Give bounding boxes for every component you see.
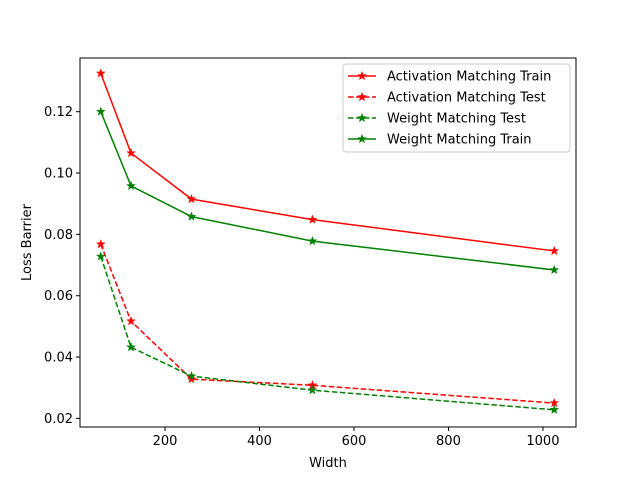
data-point-weight-matching-test xyxy=(186,370,197,381)
x-tick-label: 200 xyxy=(153,434,178,449)
legend-marker-weight-matching-test xyxy=(356,112,368,123)
y-tick-label: 0.10 xyxy=(44,167,73,182)
data-point-activation-matching-test xyxy=(126,315,137,326)
legend-label-weight-matching-test: Weight Matching Test xyxy=(387,112,526,127)
series-layer xyxy=(95,68,560,415)
data-point-activation-matching-test xyxy=(95,238,106,249)
y-tick-label: 0.02 xyxy=(44,412,73,427)
series-line-weight-matching-test xyxy=(100,256,555,411)
axis-ticks: 200 400 600 800 1000 0.02 0.04 0.06 0.08 0.10 0.12 xyxy=(44,105,559,449)
x-tick-label: 400 xyxy=(247,434,272,449)
legend-label-activation-matching-train: Activation Matching Train xyxy=(387,70,551,85)
data-point-activation-matching-train xyxy=(549,245,560,256)
data-point-activation-matching-train xyxy=(307,214,318,224)
y-tick-label: 0.04 xyxy=(44,351,73,366)
data-point-weight-matching-train xyxy=(186,211,197,221)
x-axis-label: Width xyxy=(309,456,347,471)
legend-marker-weight-matching-train xyxy=(356,133,368,144)
data-point-weight-matching-train xyxy=(307,235,318,246)
data-point-weight-matching-train xyxy=(126,180,137,191)
y-tick-label: 0.12 xyxy=(44,105,73,120)
plot-frame xyxy=(79,57,577,428)
legend-marker-activation-matching-train xyxy=(356,70,368,81)
data-point-weight-matching-test xyxy=(126,341,137,352)
legend-marker-activation-matching-test xyxy=(356,91,368,102)
x-tick-label: 1000 xyxy=(526,434,559,449)
data-point-weight-matching-train xyxy=(95,106,106,116)
legend-label-weight-matching-train: Weight Matching Train xyxy=(387,133,532,148)
data-point-activation-matching-train xyxy=(126,147,137,158)
data-point-weight-matching-train xyxy=(549,264,560,275)
x-tick-label: 600 xyxy=(342,434,367,449)
data-point-weight-matching-test xyxy=(95,251,106,261)
data-point-activation-matching-train xyxy=(186,193,197,204)
y-tick-label: 0.08 xyxy=(44,228,73,243)
data-point-weight-matching-test xyxy=(307,384,318,395)
data-point-activation-matching-test xyxy=(186,373,197,384)
y-axis-label: Loss Barrier xyxy=(20,203,35,281)
legend: Activation Matching Train Activation Matc… xyxy=(342,63,571,153)
series-line-activation-matching-test xyxy=(100,243,555,404)
x-tick-label: 800 xyxy=(436,434,461,449)
legend-label-activation-matching-test: Activation Matching Test xyxy=(387,91,546,106)
y-tick-label: 0.06 xyxy=(44,289,73,304)
data-point-weight-matching-test xyxy=(549,404,560,415)
legend-box xyxy=(342,63,571,153)
data-point-activation-matching-train xyxy=(95,68,106,78)
